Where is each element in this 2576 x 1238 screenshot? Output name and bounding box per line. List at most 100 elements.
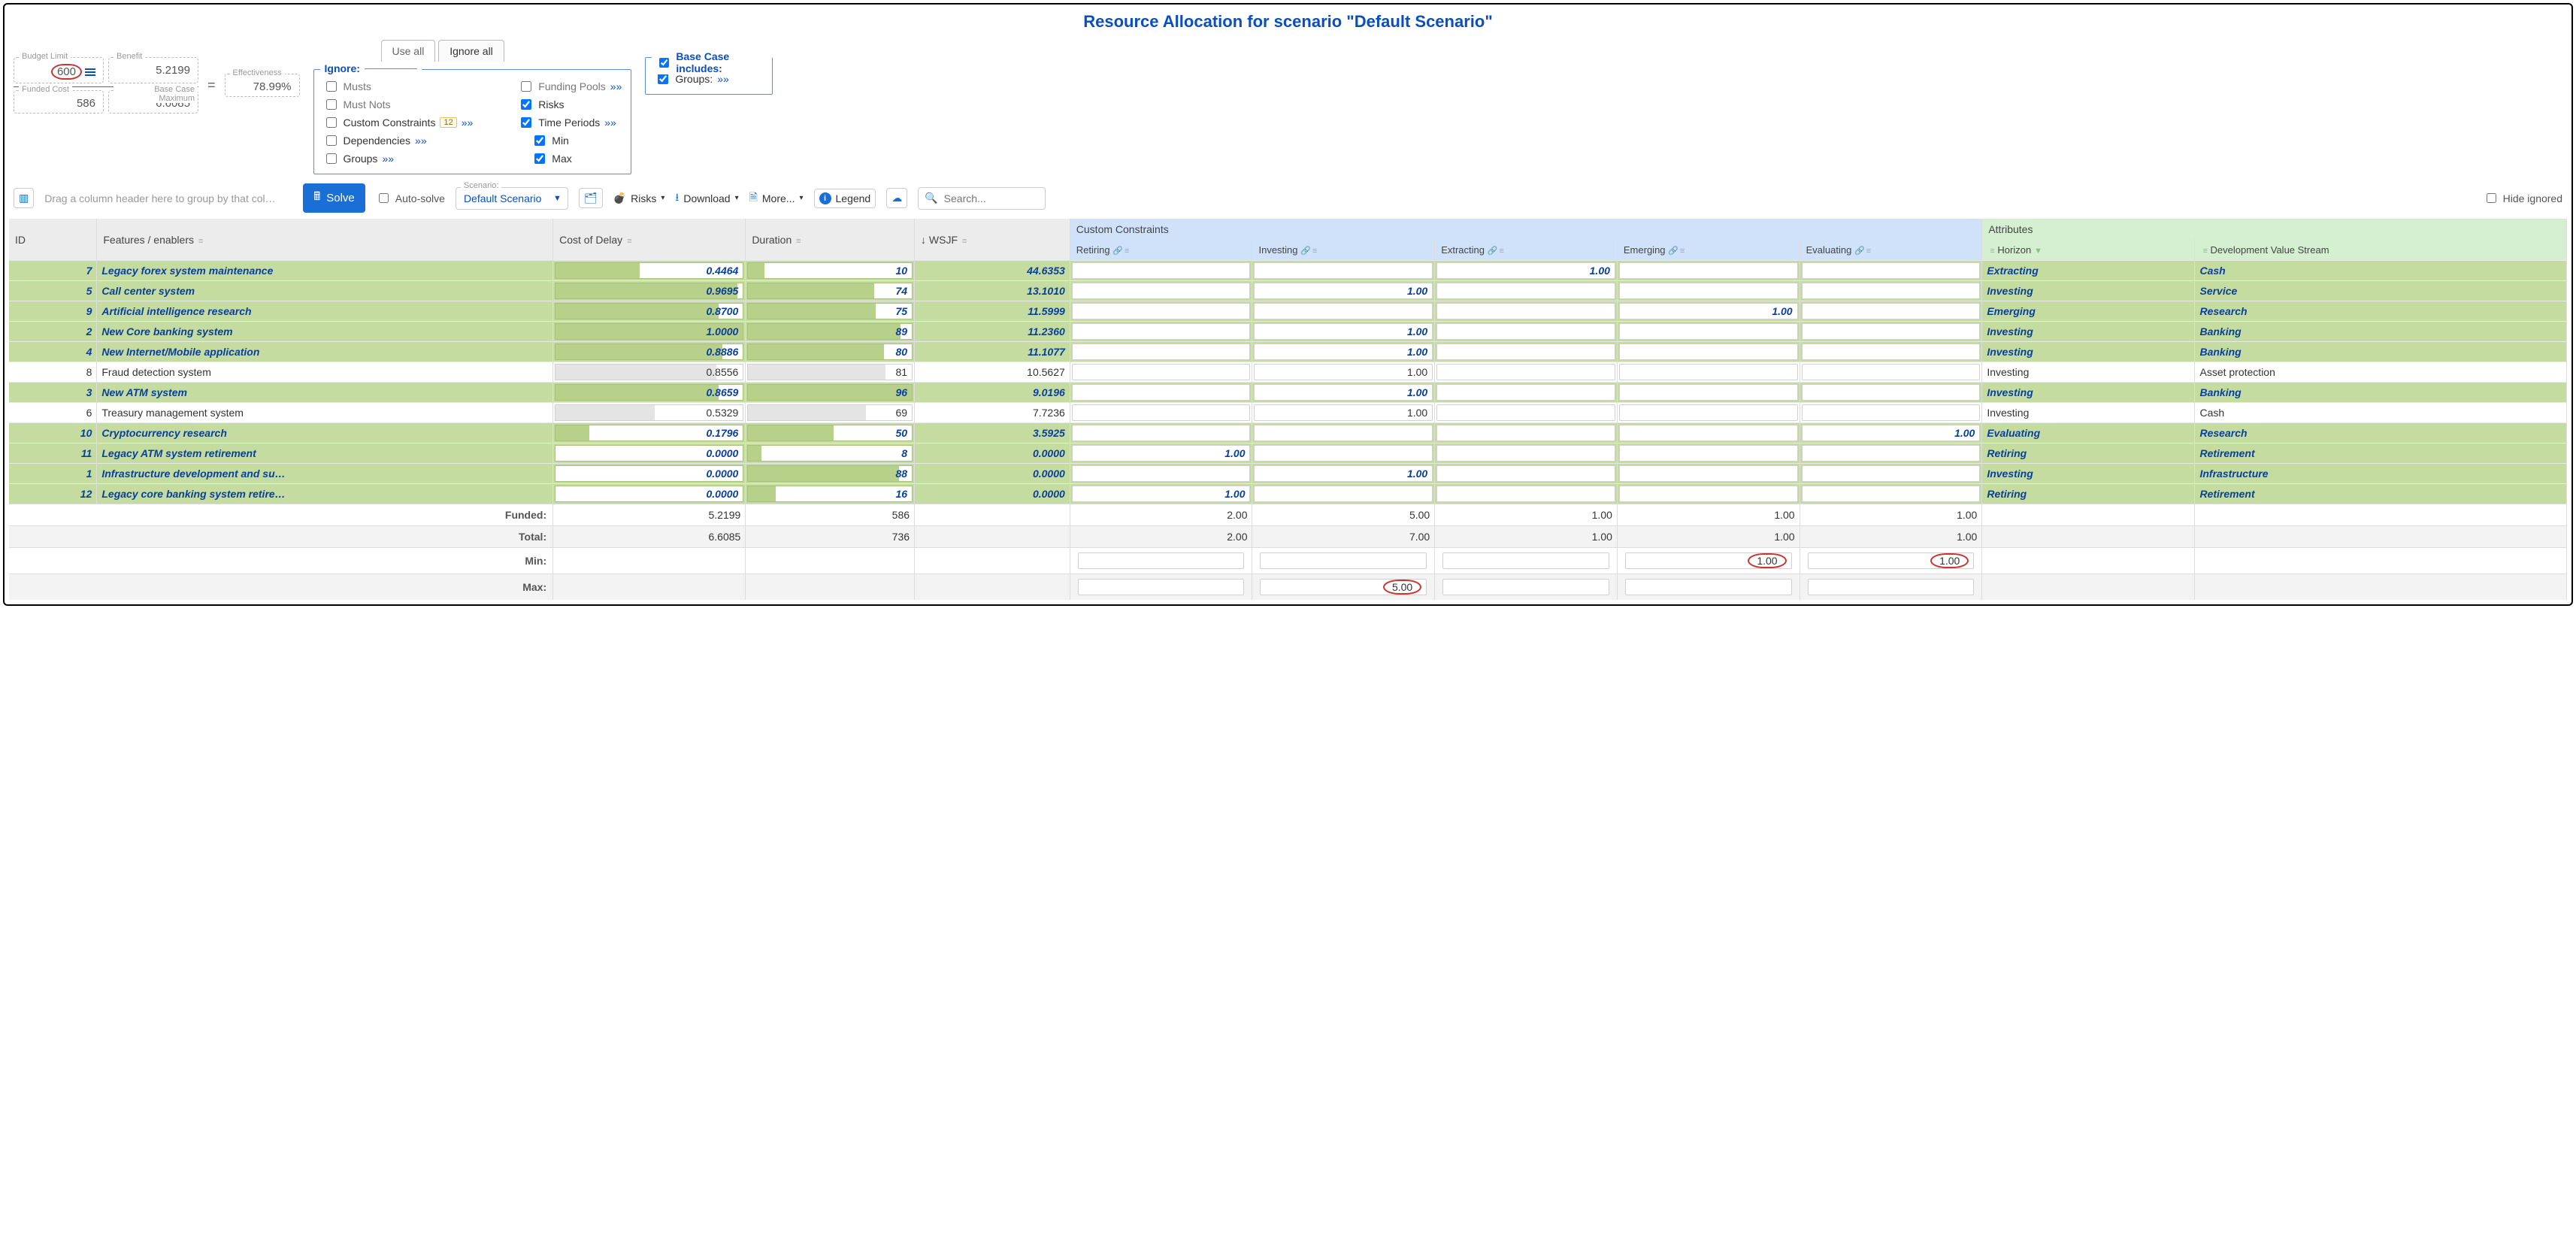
cell-extracting[interactable]	[1435, 484, 1618, 504]
table-row[interactable]: 11Legacy ATM system retirement0.000080.0…	[9, 443, 2567, 464]
cell-evaluating[interactable]	[1800, 484, 1982, 504]
cell-evaluating[interactable]	[1800, 281, 1982, 301]
cell-retiring[interactable]: 1.00	[1070, 443, 1252, 464]
solve-button[interactable]: 🖩Solve	[303, 183, 365, 213]
cell-emerging[interactable]	[1617, 423, 1800, 443]
cell-duration[interactable]: 89	[746, 322, 915, 342]
cell-emerging[interactable]	[1617, 484, 1800, 504]
max-evaluating-input[interactable]	[1808, 579, 1975, 595]
upload-icon[interactable]: ☁	[886, 188, 907, 208]
cell-extracting[interactable]: 1.00	[1435, 261, 1618, 281]
col-investing[interactable]: Investing 🔗≡	[1252, 240, 1435, 261]
table-row[interactable]: 8Fraud detection system0.85568110.56271.…	[9, 362, 2567, 383]
cell-duration[interactable]: 50	[746, 423, 915, 443]
table-row[interactable]: 12Legacy core banking system retire…0.00…	[9, 484, 2567, 504]
cell-emerging[interactable]	[1617, 281, 1800, 301]
cell-extracting[interactable]	[1435, 403, 1618, 423]
legend-button[interactable]: iLegend	[814, 189, 876, 208]
cell-extracting[interactable]	[1435, 362, 1618, 383]
cell-emerging[interactable]	[1617, 403, 1800, 423]
cell-extracting[interactable]	[1435, 301, 1618, 322]
cell-retiring[interactable]	[1070, 342, 1252, 362]
table-row[interactable]: 2New Core banking system1.00008911.23601…	[9, 322, 2567, 342]
table-row[interactable]: 9Artificial intelligence research0.87007…	[9, 301, 2567, 322]
ignore-funding-pools[interactable]: Funding Pools »»	[518, 77, 622, 95]
table-row[interactable]: 7Legacy forex system maintenance0.446410…	[9, 261, 2567, 281]
max-extracting-input[interactable]	[1442, 579, 1609, 595]
risks-menu[interactable]: 💣Risks ▾	[613, 192, 665, 204]
cell-retiring[interactable]	[1070, 464, 1252, 484]
col-horizon[interactable]: ≡ Horizon▼	[1982, 240, 2195, 261]
cell-duration[interactable]: 8	[746, 443, 915, 464]
cell-emerging[interactable]	[1617, 362, 1800, 383]
cell-evaluating[interactable]	[1800, 261, 1982, 281]
cell-investing[interactable]: 1.00	[1252, 362, 1435, 383]
cell-emerging[interactable]	[1617, 383, 1800, 403]
base-case-checkbox[interactable]	[659, 58, 669, 68]
max-investing-input[interactable]: 5.00	[1260, 579, 1427, 595]
cell-retiring[interactable]	[1070, 281, 1252, 301]
cell-extracting[interactable]	[1435, 464, 1618, 484]
cell-investing[interactable]: 1.00	[1252, 403, 1435, 423]
cell-investing[interactable]	[1252, 423, 1435, 443]
cell-duration[interactable]: 10	[746, 261, 915, 281]
search-input[interactable]: 🔍	[918, 187, 1046, 210]
hide-ignored-checkbox[interactable]: Hide ignored	[2484, 191, 2562, 205]
ignore-time-min[interactable]: Min	[531, 132, 622, 150]
min-investing-input[interactable]	[1260, 552, 1427, 569]
col-wsjf[interactable]: ↓ WSJF ≡	[915, 219, 1070, 261]
cell-investing[interactable]	[1252, 301, 1435, 322]
cell-retiring[interactable]	[1070, 261, 1252, 281]
budget-limit-field[interactable]: Budget Limit 600	[14, 57, 104, 83]
ignore-groups[interactable]: Groups »»	[323, 150, 474, 168]
col-emerging[interactable]: Emerging 🔗≡	[1617, 240, 1800, 261]
cell-retiring[interactable]	[1070, 322, 1252, 342]
cell-retiring[interactable]	[1070, 403, 1252, 423]
cell-emerging[interactable]	[1617, 443, 1800, 464]
cell-retiring[interactable]	[1070, 423, 1252, 443]
cell-duration[interactable]: 69	[746, 403, 915, 423]
cell-evaluating[interactable]	[1800, 301, 1982, 322]
col-dvs[interactable]: ≡ Development Value Stream	[2195, 240, 2567, 261]
col-cod[interactable]: Cost of Delay ≡	[553, 219, 746, 261]
download-menu[interactable]: ⭳Download ▾	[675, 189, 738, 207]
cell-retiring[interactable]	[1070, 362, 1252, 383]
cell-duration[interactable]: 96	[746, 383, 915, 403]
cell-investing[interactable]	[1252, 443, 1435, 464]
cell-retiring[interactable]: 1.00	[1070, 484, 1252, 504]
cell-extracting[interactable]	[1435, 281, 1618, 301]
cell-evaluating[interactable]	[1800, 322, 1982, 342]
cell-investing[interactable]	[1252, 261, 1435, 281]
cell-extracting[interactable]	[1435, 342, 1618, 362]
cell-evaluating[interactable]	[1800, 443, 1982, 464]
min-emerging-input[interactable]: 1.00	[1625, 552, 1792, 569]
cell-evaluating[interactable]	[1800, 403, 1982, 423]
hamburger-icon[interactable]	[85, 67, 95, 77]
auto-solve-checkbox[interactable]: Auto-solve	[376, 191, 445, 205]
min-evaluating-input[interactable]: 1.00	[1808, 552, 1975, 569]
cell-evaluating[interactable]	[1800, 342, 1982, 362]
cell-duration[interactable]: 16	[746, 484, 915, 504]
cell-investing[interactable]: 1.00	[1252, 281, 1435, 301]
min-retiring-input[interactable]	[1078, 552, 1245, 569]
col-duration[interactable]: Duration ≡	[746, 219, 915, 261]
cell-extracting[interactable]	[1435, 443, 1618, 464]
ignore-time-max[interactable]: Max	[531, 150, 622, 168]
cell-investing[interactable]: 1.00	[1252, 342, 1435, 362]
col-retiring[interactable]: Retiring 🔗≡	[1070, 240, 1252, 261]
min-extracting-input[interactable]	[1442, 552, 1609, 569]
ignore-custom-constraints[interactable]: Custom Constraints 12 »»	[323, 114, 474, 132]
table-row[interactable]: 5Call center system0.96957413.10101.00In…	[9, 281, 2567, 301]
cell-investing[interactable]: 1.00	[1252, 322, 1435, 342]
col-id[interactable]: ID	[9, 219, 97, 261]
cell-duration[interactable]: 80	[746, 342, 915, 362]
cell-investing[interactable]: 1.00	[1252, 383, 1435, 403]
cell-emerging[interactable]	[1617, 464, 1800, 484]
cell-retiring[interactable]	[1070, 383, 1252, 403]
max-retiring-input[interactable]	[1078, 579, 1245, 595]
ignore-all-button[interactable]: Ignore all	[438, 40, 504, 62]
table-row[interactable]: 6Treasury management system0.5329697.723…	[9, 403, 2567, 423]
scenario-select[interactable]: Scenario: Default Scenario ▼	[456, 187, 568, 210]
col-extracting[interactable]: Extracting 🔗≡	[1435, 240, 1618, 261]
cell-evaluating[interactable]	[1800, 383, 1982, 403]
